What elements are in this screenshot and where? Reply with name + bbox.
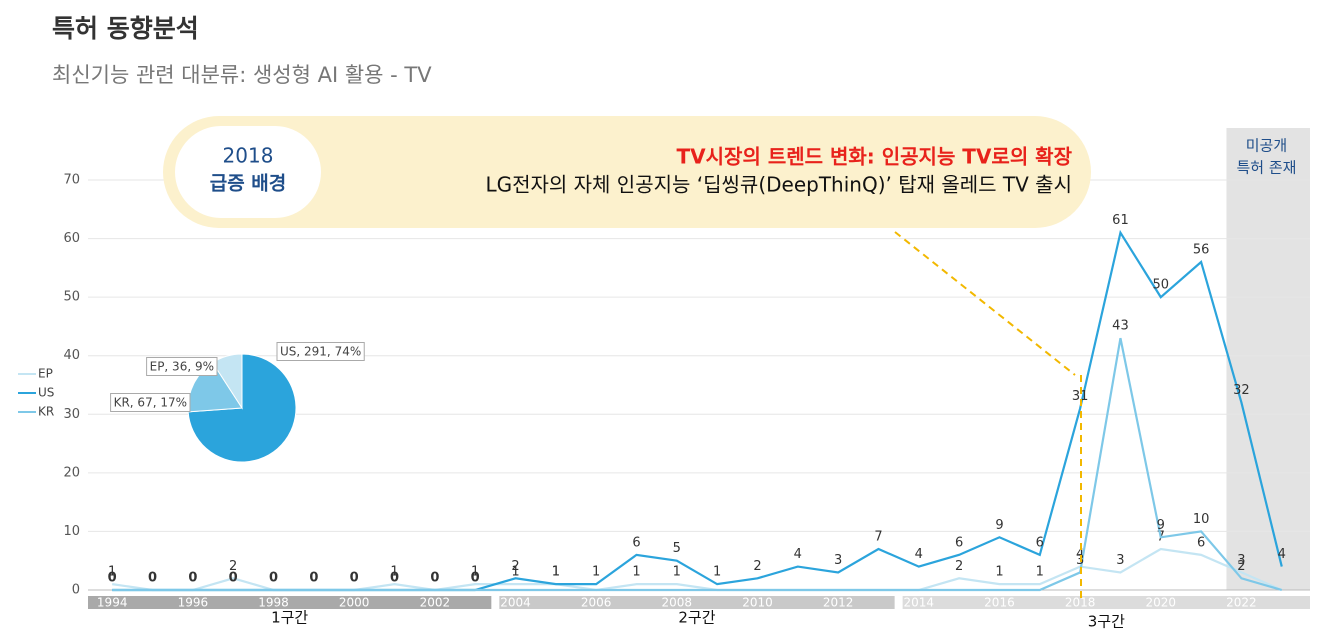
data-label: 43 <box>1112 319 1129 334</box>
x-tick-label: 2002 <box>420 596 451 610</box>
callout-pointer <box>895 232 1075 375</box>
y-tick-label: 70 <box>63 173 80 188</box>
y-tick-label: 40 <box>63 348 80 363</box>
unpublished-label: 특허 존재 <box>1236 159 1296 177</box>
data-label: 4 <box>915 547 923 562</box>
legend-label: EP <box>38 367 53 381</box>
x-tick-label: 1996 <box>178 596 209 610</box>
data-label: 6 <box>1036 535 1044 550</box>
unpublished-label: 미공개 <box>1246 137 1287 155</box>
legend-label: KR <box>38 405 54 419</box>
data-label: 0 <box>309 571 318 586</box>
y-tick-label: 30 <box>63 407 80 422</box>
data-label: 1 <box>552 565 560 580</box>
data-label: 0 <box>390 571 399 586</box>
x-tick-label: 1998 <box>258 596 289 610</box>
data-label: 1 <box>632 565 640 580</box>
data-label: 7 <box>874 530 882 545</box>
pie-label: KR, 67, 17% <box>114 396 187 410</box>
x-tick-label: 2012 <box>823 596 854 610</box>
data-label: 3 <box>1116 553 1124 568</box>
page-subtitle: 최신기능 관련 대분류: 생성형 AI 활용 - TV <box>52 63 432 87</box>
data-label: 61 <box>1112 213 1129 228</box>
data-label: 1 <box>713 565 721 580</box>
data-label: 0 <box>269 571 278 586</box>
series-line <box>112 549 1282 590</box>
x-tick-label: 2006 <box>581 596 612 610</box>
legend-label: US <box>38 386 54 400</box>
data-label: 9 <box>1157 518 1165 533</box>
y-tick-label: 60 <box>63 231 80 246</box>
y-tick-label: 20 <box>63 465 80 480</box>
data-label: 0 <box>430 571 439 586</box>
data-label: 0 <box>350 571 359 586</box>
y-tick-label: 0 <box>72 583 80 598</box>
data-label: 56 <box>1193 243 1210 258</box>
data-label: 0 <box>148 571 157 586</box>
pie-label: US, 291, 74% <box>280 345 361 359</box>
y-tick-label: 50 <box>63 290 80 305</box>
data-label: 32 <box>1233 383 1250 398</box>
data-label: 4 <box>1278 547 1286 562</box>
period-label: 1구간 <box>271 609 308 627</box>
x-tick-label: 2000 <box>339 596 370 610</box>
data-label: 0 <box>229 571 238 586</box>
data-label: 1 <box>995 565 1003 580</box>
data-label: 0 <box>471 571 480 586</box>
data-label: 4 <box>794 547 802 562</box>
data-label: 6 <box>955 535 963 550</box>
x-tick-label: 2014 <box>904 596 935 610</box>
data-label: 1 <box>592 565 600 580</box>
data-label: 6 <box>632 535 640 550</box>
data-label: 2 <box>753 559 761 574</box>
data-label: 1 <box>1036 565 1044 580</box>
x-tick-label: 2020 <box>1146 596 1177 610</box>
data-label: 2 <box>955 559 963 574</box>
badge-text: 급증 배경 <box>210 173 287 195</box>
y-tick-label: 10 <box>63 524 80 539</box>
series-line <box>112 338 1282 590</box>
data-label: 2 <box>1237 559 1245 574</box>
data-label: 2 <box>511 559 519 574</box>
period-label: 2구간 <box>678 609 715 627</box>
page-title: 특허 동향분석 <box>52 14 199 43</box>
x-tick-label: 2010 <box>742 596 773 610</box>
x-tick-label: 2022 <box>1226 596 1257 610</box>
pie-label: EP, 36, 9% <box>150 360 214 374</box>
data-label: 9 <box>995 518 1003 533</box>
data-label: 0 <box>108 571 117 586</box>
data-label: 3 <box>834 553 842 568</box>
callout-headline: TV시장의 트렌드 변화: 인공지능 TV로의 확장 <box>677 145 1073 169</box>
x-tick-label: 2004 <box>500 596 531 610</box>
data-label: 50 <box>1153 278 1170 293</box>
data-label: 5 <box>673 541 681 556</box>
x-tick-label: 2016 <box>984 596 1015 610</box>
x-tick-label: 2008 <box>662 596 693 610</box>
unpublished-shade <box>1226 128 1310 590</box>
data-label: 10 <box>1193 512 1210 527</box>
x-tick-label: 1994 <box>97 596 128 610</box>
data-label: 0 <box>188 571 197 586</box>
data-label: 6 <box>1197 535 1205 550</box>
badge-year: 2018 <box>223 144 274 168</box>
callout-text: LG전자의 자체 인공지능 ‘딥씽큐(DeepThinQ)’ 탑재 올레드 TV… <box>485 173 1072 197</box>
period-label: 3구간 <box>1088 613 1125 631</box>
data-label: 1 <box>673 565 681 580</box>
